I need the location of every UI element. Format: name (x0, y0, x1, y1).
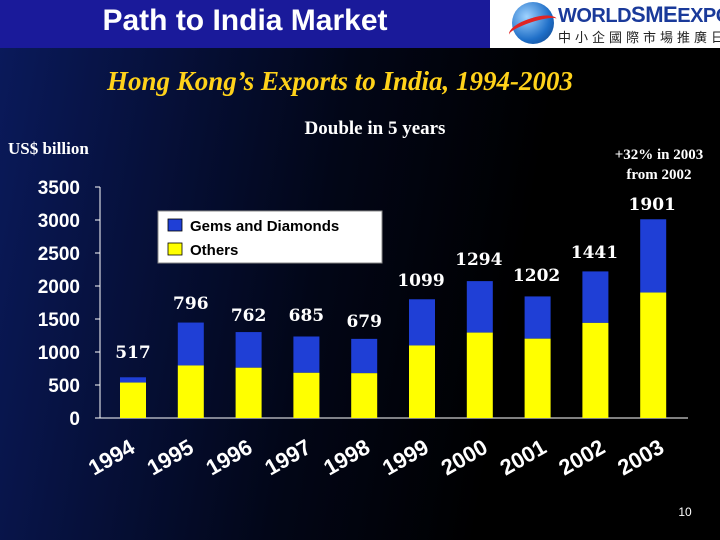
bar-others-1998 (351, 373, 378, 418)
y-axis-unit-label: US$ billion (8, 139, 89, 158)
x-tick-label-1998: 1998 (319, 434, 374, 480)
x-tick-label-2002: 2002 (554, 434, 609, 480)
title-bar (0, 0, 490, 48)
bar-gems-2001 (524, 296, 551, 339)
y-tick-label: 3500 (38, 178, 80, 199)
y-tick-label: 3000 (38, 211, 80, 232)
y-tick-label: 1000 (38, 343, 80, 364)
bar-others-1999 (409, 345, 435, 418)
bar-others-2001 (524, 338, 551, 418)
x-tick-label-1996: 1996 (202, 434, 257, 480)
y-tick-label: 500 (48, 376, 80, 397)
y-tick-label: 2500 (38, 244, 80, 265)
bar-others-2002 (582, 322, 609, 418)
data-label-2000: 1294 (455, 250, 502, 270)
data-label-1999: 1099 (397, 271, 444, 291)
annotation-line-1: +32% in 2003 (614, 147, 704, 163)
chart-title: Hong Kong’s Exports to India, 1994-2003 (106, 66, 574, 96)
bar-gems-1998 (351, 338, 378, 374)
data-label-1994: 517 (115, 343, 151, 363)
data-label-2002: 1441 (571, 243, 618, 263)
logo-expo: EXPO (677, 5, 720, 27)
y-tick-label: 0 (69, 409, 80, 430)
bar-gems-1997 (293, 336, 320, 373)
page-number: 10 (678, 505, 692, 519)
chart-subtitle: Double in 5 years (304, 118, 446, 139)
logo-chinese-text: 中小企國際市場推廣日 (558, 31, 720, 46)
data-label-1995: 796 (173, 294, 209, 314)
x-tick-label-1997: 1997 (260, 434, 315, 480)
legend-swatch-gems (167, 218, 183, 232)
data-label-2001: 1202 (513, 266, 560, 286)
y-tick-label: 2000 (38, 277, 80, 298)
annotation-line-2: from 2002 (626, 167, 692, 183)
data-label-1997: 685 (289, 306, 325, 326)
slide-header: Path to India Market WORLDSMEEXPO 中小企國際市… (0, 0, 720, 48)
bar-gems-1995 (177, 322, 204, 366)
x-tick-label-2001: 2001 (496, 434, 551, 480)
bar-others-1995 (177, 365, 204, 418)
legend-label-others: Others (190, 242, 238, 259)
x-tick-label-1994: 1994 (84, 434, 140, 481)
y-tick-label: 1500 (38, 310, 80, 331)
bar-gems-2003 (640, 219, 667, 293)
bar-others-2000 (466, 332, 493, 418)
growth-annotation: +32% in 2003 from 2002 (604, 145, 714, 185)
legend-label-gems: Gems and Diamonds (190, 218, 339, 235)
bar-gems-1994 (120, 377, 146, 383)
bar-others-1997 (293, 372, 320, 418)
world-sme-expo-logo: WORLDSMEEXPO 中小企國際市場推廣日 (506, 0, 720, 48)
logo-sme: SME (631, 2, 678, 27)
bar-gems-1999 (409, 299, 435, 346)
x-tick-label-2003: 2003 (613, 434, 668, 480)
bar-gems-2002 (582, 271, 609, 323)
data-label-1998: 679 (346, 312, 382, 332)
x-tick-label-1999: 1999 (378, 434, 433, 480)
logo-world: WORLD (558, 5, 632, 27)
data-label-2003: 1901 (629, 195, 676, 215)
bar-gems-2000 (466, 281, 493, 333)
legend-box (157, 210, 383, 264)
x-tick-label-2000: 2000 (437, 434, 492, 480)
globe-icon (512, 2, 554, 44)
bar-others-1996 (235, 367, 262, 418)
legend-swatch-others (167, 242, 183, 256)
bar-gems-1996 (235, 332, 262, 368)
bar-others-1994 (120, 382, 146, 418)
data-label-1996: 762 (231, 306, 267, 326)
x-tick-label-1995: 1995 (143, 434, 198, 480)
bar-others-2003 (640, 292, 667, 418)
logo-wordmark: WORLDSMEEXPO (558, 2, 720, 28)
slide-title: Path to India Market (102, 4, 388, 37)
